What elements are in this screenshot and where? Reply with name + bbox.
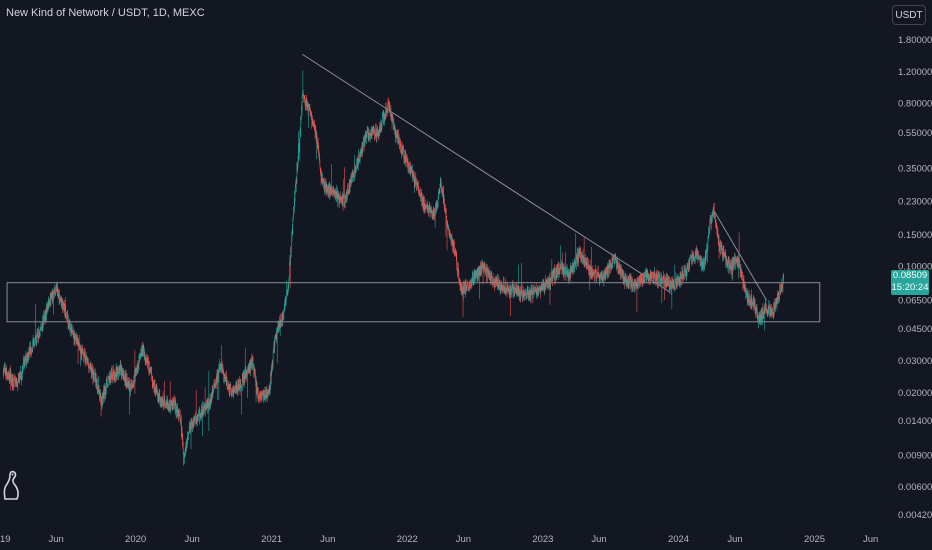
time-tick-label: Jun [456, 534, 471, 545]
time-tick-label: 2025 [804, 534, 825, 545]
price-tick-label: 0.80000 [898, 99, 932, 110]
price-tick-label: 1.20000 [898, 67, 932, 78]
price-tick-label: 0.04500 [898, 324, 932, 335]
candlestick-series [3, 70, 784, 466]
time-tick-label: Jun [863, 534, 878, 545]
price-tick-label: 1.80000 [898, 35, 932, 46]
price-tick-label: 0.55000 [898, 128, 932, 139]
last-price-value: 0.08509 [892, 270, 928, 281]
time-tick-label: 2024 [668, 534, 689, 545]
price-tick-label: 0.01400 [898, 416, 932, 427]
price-tick-label: 0.00600 [898, 482, 932, 493]
tradingview-logo-icon [3, 470, 19, 500]
price-tick-label: 0.03000 [898, 356, 932, 367]
time-tick-label: Jun [727, 534, 742, 545]
time-tick-label: 2021 [261, 534, 282, 545]
time-tick-label: Jun [48, 534, 63, 545]
price-tick-label: 0.00420 [898, 510, 932, 521]
chart-title: New Kind of Network / USDT, 1D, MEXC [6, 7, 205, 19]
time-tick-label: 2020 [125, 534, 146, 545]
time-tick-label: 2023 [532, 534, 553, 545]
time-tick-label: 2022 [397, 534, 418, 545]
support-zone-rectangle [6, 282, 821, 323]
price-tick-label: 0.06500 [898, 295, 932, 306]
trendline [302, 53, 671, 293]
price-tick-label: 0.15000 [898, 230, 932, 241]
time-tick-label: Jun [320, 534, 335, 545]
price-axis[interactable]: 1.80000 1.20000 0.80000 0.55000 0.35000 0.230… [898, 35, 932, 521]
price-tick-label: 0.23000 [898, 196, 932, 207]
trendline [713, 210, 768, 301]
price-tick-label: 0.10000 [898, 262, 932, 273]
price-tick-label: 0.02000 [898, 388, 932, 399]
drawing-layer [6, 53, 821, 323]
last-price-badge: 0.08509 15:20:24 [891, 270, 929, 295]
time-tick-label: Jun [591, 534, 606, 545]
bar-countdown: 15:20:24 [891, 282, 929, 293]
time-tick-label: Jun [184, 534, 199, 545]
price-tick-label: 0.00900 [898, 450, 932, 461]
currency-button[interactable]: USDT [892, 5, 926, 25]
price-tick-label: 0.35000 [898, 163, 932, 174]
